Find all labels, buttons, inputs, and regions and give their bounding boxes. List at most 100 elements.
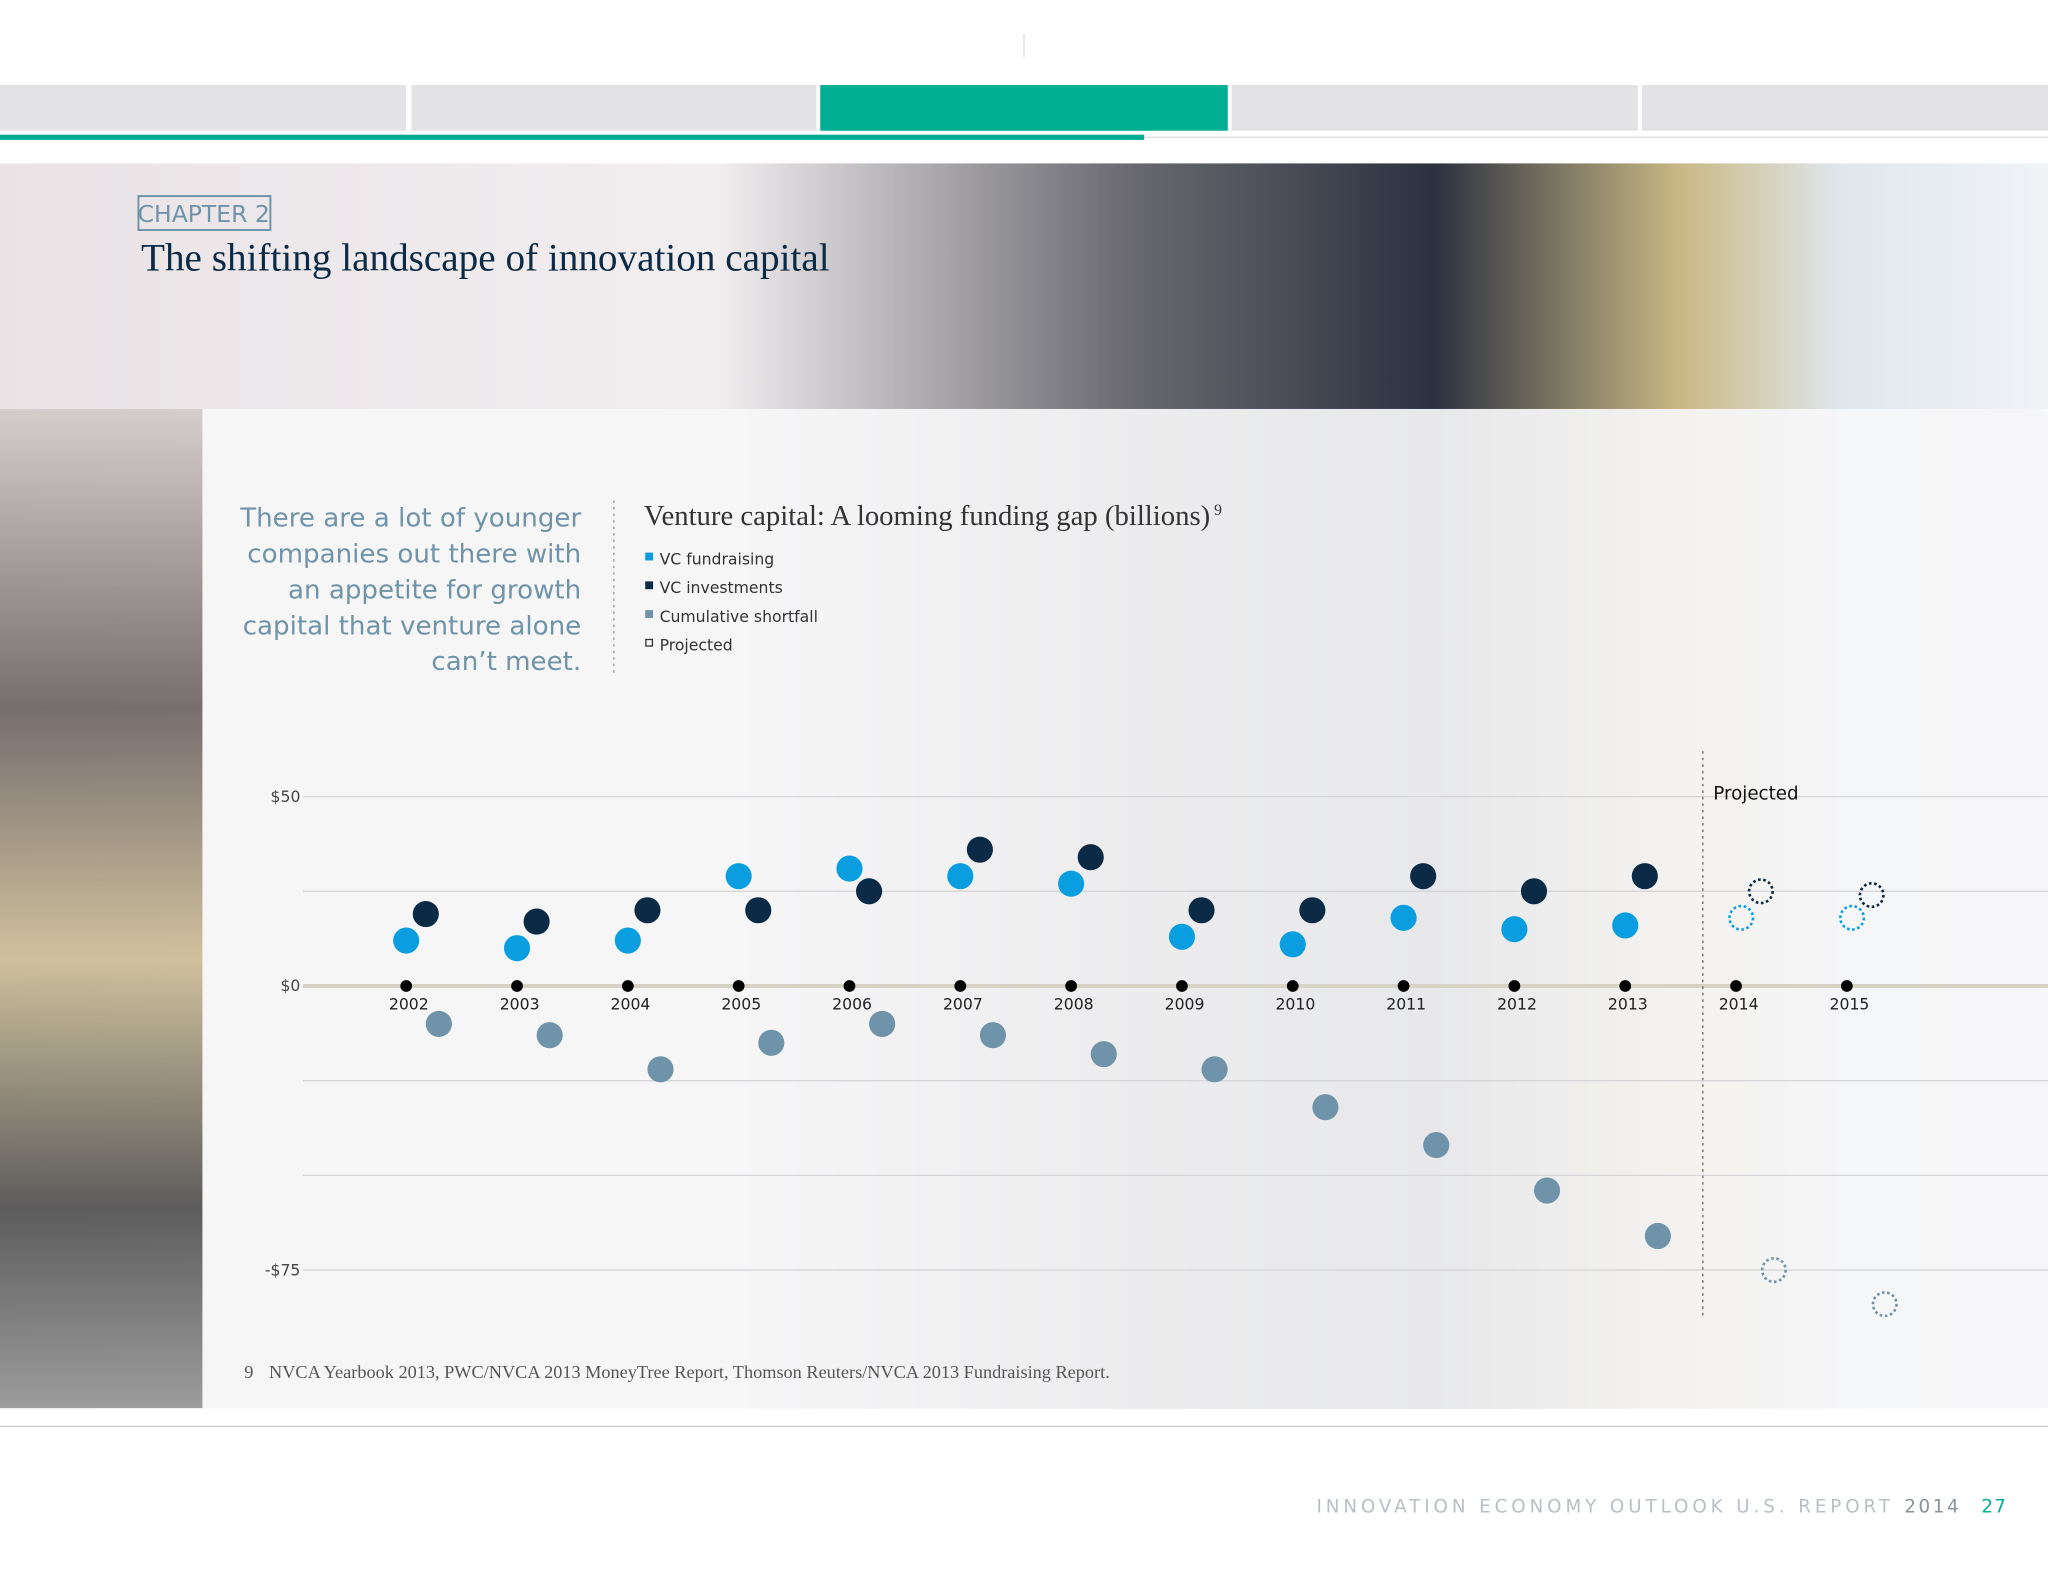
x-tick-label: 2007 <box>943 995 983 1014</box>
chart: VC fundraising VC investments Cumulative s… <box>265 549 2048 1320</box>
nav-bar <box>0 85 2048 140</box>
point <box>869 1010 896 1037</box>
point <box>614 927 641 954</box>
year-marker <box>732 980 745 992</box>
year-marker <box>1176 980 1188 992</box>
year-marker <box>1508 980 1521 992</box>
page-title: The shifting landscape of innovation cap… <box>141 237 830 280</box>
x-tick-label: 2009 <box>1165 995 1205 1014</box>
point-projected <box>1747 878 1774 905</box>
point <box>1390 904 1417 931</box>
x-tick-label: 2011 <box>1386 995 1426 1014</box>
point <box>1201 1056 1228 1083</box>
legend-label: Cumulative shortfall <box>660 607 818 626</box>
footnote: NVCA Yearbook 2013, PWC/NVCA 2013 MoneyT… <box>269 1362 1110 1382</box>
point <box>1090 1041 1117 1068</box>
point <box>1058 870 1085 897</box>
chapter-label: CHAPTER 2 <box>138 200 270 228</box>
point <box>425 1010 452 1037</box>
x-tick-label: 2013 <box>1608 995 1648 1014</box>
point-projected <box>1839 904 1866 931</box>
year-marker <box>1397 980 1410 992</box>
year-marker <box>1619 980 1632 992</box>
legend-label: VC investments <box>660 578 783 597</box>
point <box>536 1022 563 1049</box>
legend-swatch <box>645 610 654 618</box>
year-marker <box>954 980 967 992</box>
quote-line: capital that venture alone <box>243 611 582 641</box>
point <box>1533 1177 1561 1204</box>
x-tick-label: 2004 <box>611 995 651 1014</box>
year-marker <box>1840 980 1853 992</box>
photo-left <box>0 408 203 1409</box>
page-number: 27 <box>1981 1497 2007 1518</box>
point <box>412 900 439 928</box>
point <box>758 1029 785 1056</box>
point <box>1423 1132 1450 1159</box>
point <box>503 935 531 962</box>
y-tick-label: $50 <box>271 787 301 806</box>
x-tick-label: 2015 <box>1830 995 1870 1014</box>
x-tick-label: 2005 <box>721 995 761 1014</box>
nav-tab[interactable] <box>0 85 407 131</box>
legend-label: Projected <box>660 636 733 655</box>
point <box>1410 863 1437 890</box>
quote-line: an appetite for growth <box>288 575 581 605</box>
chart-title-note: 9 <box>1214 502 1222 519</box>
point <box>393 927 420 954</box>
point-projected <box>1871 1291 1898 1318</box>
nav-tab[interactable] <box>411 85 817 131</box>
x-tick-label: 2012 <box>1497 995 1537 1014</box>
point <box>947 863 974 890</box>
point <box>523 908 550 935</box>
footer-year: 2014 <box>1904 1497 1961 1518</box>
point <box>1077 844 1104 871</box>
x-tick-label: 2010 <box>1275 995 1315 1014</box>
quote-line: companies out there with <box>247 539 581 569</box>
point <box>1188 897 1215 924</box>
year-marker <box>621 980 634 992</box>
nav-tab[interactable] <box>1641 85 2048 131</box>
point <box>1520 878 1548 905</box>
year-marker <box>1065 980 1077 992</box>
footer-report: INNOVATION ECONOMY OUTLOOK U.S. REPORT <box>1316 1497 1893 1518</box>
legend-swatch <box>645 552 654 561</box>
progress-bar <box>0 134 1145 140</box>
year-marker <box>511 980 523 992</box>
point <box>856 878 883 905</box>
footnote-number: 9 <box>244 1362 253 1382</box>
year-marker <box>843 980 856 992</box>
content-panel <box>202 408 2048 1409</box>
nav-tab[interactable] <box>1231 85 1638 131</box>
point <box>1168 923 1196 950</box>
point <box>979 1022 1007 1049</box>
y-tick-label: -$75 <box>265 1260 301 1279</box>
point <box>1631 863 1658 890</box>
chart-title: Venture capital: A looming funding gap (… <box>644 500 1222 532</box>
x-tick-label: 2014 <box>1719 995 1759 1014</box>
quote-line: There are a lot of younger <box>239 504 581 534</box>
legend-label: VC fundraising <box>660 549 775 568</box>
year-marker <box>1730 980 1742 992</box>
x-tick-label: 2002 <box>389 995 429 1014</box>
point <box>1312 1094 1339 1121</box>
point <box>647 1056 674 1083</box>
point <box>1501 916 1528 943</box>
x-tick-label: 2003 <box>500 995 540 1014</box>
point <box>1644 1222 1671 1250</box>
point <box>1612 912 1639 939</box>
nav-tab-active[interactable] <box>820 85 1228 131</box>
year-marker <box>400 980 413 992</box>
point <box>836 855 863 882</box>
chart-title-text: Venture capital: A looming funding gap (… <box>644 500 1210 532</box>
chapter-box <box>137 195 272 231</box>
point <box>1299 897 1326 924</box>
point <box>634 897 661 924</box>
pull-quote: There are a lot of younger companies out … <box>239 504 581 678</box>
point <box>725 863 752 890</box>
point-projected <box>1858 882 1885 909</box>
y-tick-label: $0 <box>280 976 300 995</box>
point-projected <box>1728 904 1755 931</box>
x-tick-label: 2006 <box>832 995 872 1014</box>
